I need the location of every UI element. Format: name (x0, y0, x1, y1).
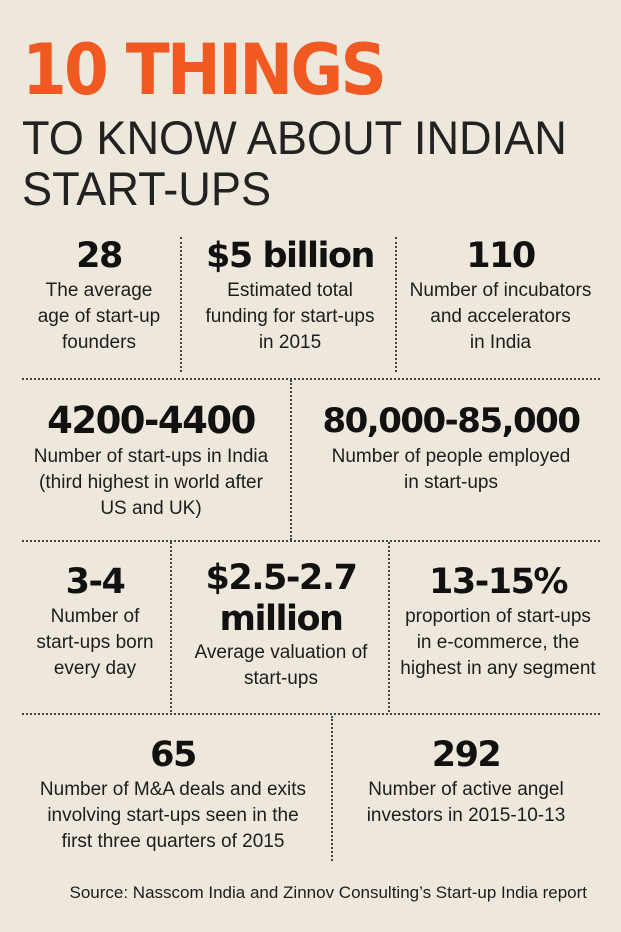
stat-description-line: Number of incubators (409, 280, 592, 301)
stat-description-line: funding for start-ups (205, 306, 375, 327)
stat-description-line: Estimated total (227, 280, 353, 301)
stat-description-line: Number of active angel (368, 779, 564, 800)
stat-value: 110 (466, 236, 536, 276)
column-divider (395, 237, 397, 372)
stat-value: 292 (431, 735, 502, 775)
stat-startups-count: 4200-4400 Number of start-ups in India (… (16, 398, 286, 522)
stat-description-line: age of start-up (37, 306, 161, 327)
source-note: Source: Nasscom India and Zinnov Consult… (69, 883, 587, 902)
stat-description-line: start-ups born (36, 632, 154, 653)
stat-value: 65 (150, 735, 197, 775)
stat-description-line: investors in 2015-10-13 (366, 805, 566, 826)
subtitle-line-1: TO KNOW ABOUT INDIAN (22, 111, 567, 164)
stat-description-line: involving start-ups seen in the (47, 805, 299, 826)
stat-description-line: proportion of start-ups (405, 606, 591, 627)
subtitle-line-2: START-UPS (22, 162, 272, 215)
stat-description: Average valuation of start-ups (176, 640, 386, 692)
stat-description: Estimated total funding for start-ups in… (185, 278, 395, 356)
stat-people-employed: 80,000-85,000 Number of people employed … (296, 398, 606, 496)
column-divider (388, 542, 390, 712)
row-divider (22, 540, 600, 542)
row-divider (22, 713, 600, 715)
stat-value: 3-4 (65, 562, 126, 602)
stat-description-line: in e-commerce, the (416, 632, 580, 653)
stat-ma-deals: 65 Number of M&A deals and exits involvi… (20, 733, 326, 855)
stat-value: $5 billion (206, 236, 375, 276)
stat-description-line: Number of start-ups in India (33, 446, 269, 467)
stat-description-line: (third highest in world after (39, 472, 263, 493)
stat-value: 80,000-85,000 (322, 401, 581, 441)
stat-description-line: in start-ups (404, 472, 498, 493)
stat-value-line: $2.5-2.7 (205, 558, 358, 598)
stat-description: The average age of start-up founders (20, 278, 178, 356)
stat-average-founder-age: 28 The average age of start-up founders (20, 234, 178, 356)
stat-description-line: US and UK) (100, 498, 202, 519)
stat-average-valuation: $2.5-2.7 million Average valuation of st… (176, 558, 386, 692)
column-divider (331, 716, 333, 861)
row-divider (22, 378, 600, 380)
stat-description-line: Number of (50, 606, 140, 627)
stat-description: Number of incubators and accelerators in… (398, 278, 603, 356)
stat-value: 28 (76, 236, 123, 276)
stat-value: 4200-4400 (47, 399, 256, 442)
stat-startups-born-daily: 3-4 Number of start-ups born every day (20, 560, 170, 682)
stat-description-line: The average (45, 280, 153, 301)
stat-ecommerce-proportion: 13-15% proportion of start-ups in e-comm… (392, 560, 604, 682)
infographic-subtitle: TO KNOW ABOUT INDIAN START-UPS (22, 112, 567, 214)
stat-description: Number of start-ups born every day (20, 604, 170, 682)
stat-value-line: million (219, 599, 344, 639)
stat-description-line: and accelerators (430, 306, 571, 327)
stat-angel-investors: 292 Number of active angel investors in … (336, 733, 596, 829)
stat-description: Number of M&A deals and exits involving … (20, 777, 326, 855)
stat-description-line: highest in any segment (400, 658, 596, 679)
stat-description-line: Number of M&A deals and exits (39, 779, 307, 800)
stat-description: proportion of start-ups in e-commerce, t… (392, 604, 604, 682)
column-divider (290, 380, 292, 540)
stat-description-line: in 2015 (258, 332, 322, 353)
stat-description-line: Number of people employed (331, 446, 571, 467)
stat-description: Number of start-ups in India (third high… (16, 444, 286, 522)
stat-description-line: in India (469, 332, 532, 353)
infographic-title: 10 THINGS (22, 29, 387, 111)
stat-description: Number of people employed in start-ups (296, 444, 606, 496)
stat-description-line: start-ups (244, 668, 318, 689)
stat-incubators: 110 Number of incubators and accelerator… (398, 234, 603, 356)
stat-value: 13-15% (428, 562, 569, 602)
stat-description-line: every day (53, 658, 137, 679)
column-divider (180, 237, 182, 372)
stat-description-line: first three quarters of 2015 (61, 831, 285, 852)
column-divider (170, 542, 172, 712)
stat-description: Number of active angel investors in 2015… (336, 777, 596, 829)
stat-description-line: founders (62, 332, 136, 353)
stat-description-line: Average valuation of (194, 642, 368, 663)
stat-total-funding: $5 billion Estimated total funding for s… (185, 234, 395, 356)
